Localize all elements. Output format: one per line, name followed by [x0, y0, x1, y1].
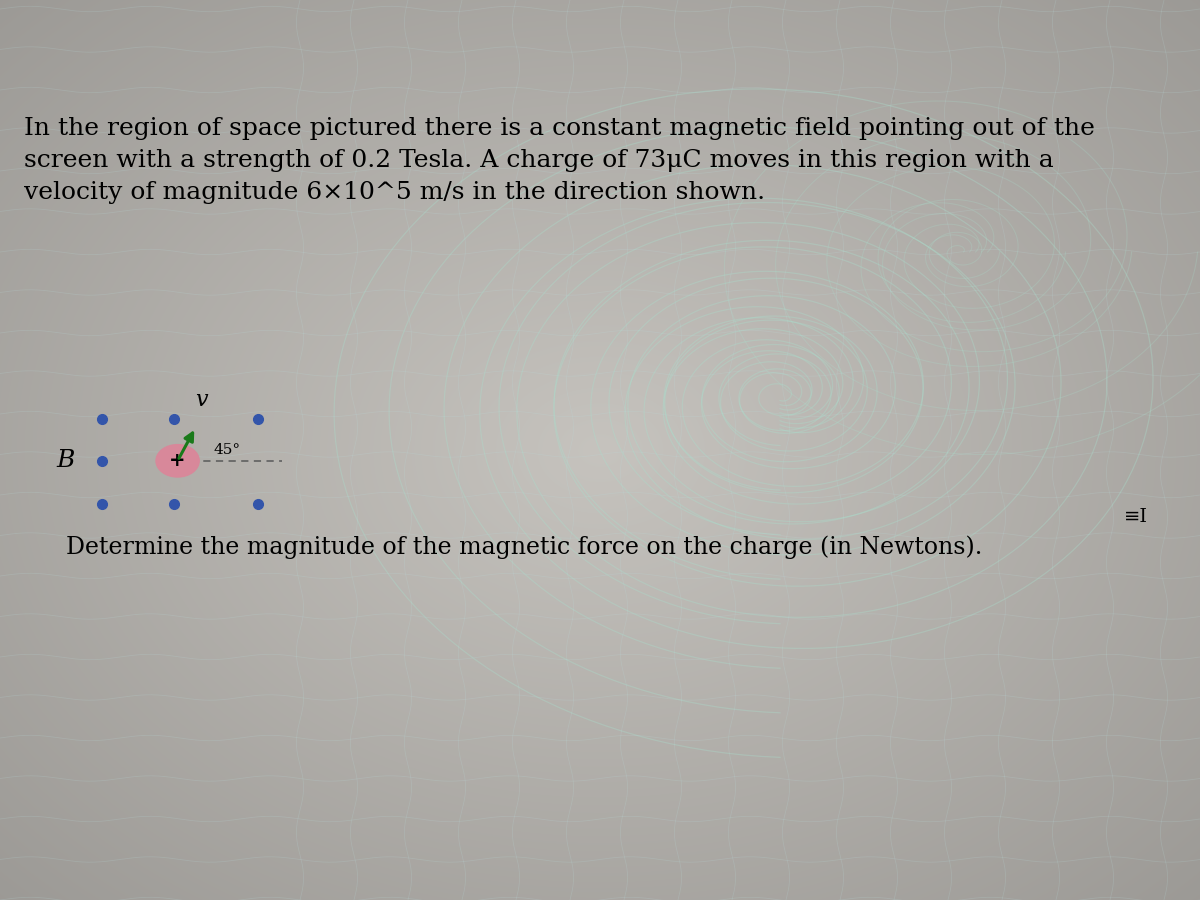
Text: 45°: 45°	[214, 443, 241, 457]
Text: B: B	[56, 449, 76, 473]
Text: v: v	[196, 390, 208, 411]
Text: Determine the magnitude of the magnetic force on the charge (in Newtons).: Determine the magnitude of the magnetic …	[66, 536, 983, 559]
Text: In the region of space pictured there is a constant magnetic field pointing out : In the region of space pictured there is…	[24, 117, 1094, 204]
Text: +: +	[169, 451, 186, 471]
Text: ≡I: ≡I	[1124, 508, 1148, 526]
Circle shape	[156, 445, 199, 477]
